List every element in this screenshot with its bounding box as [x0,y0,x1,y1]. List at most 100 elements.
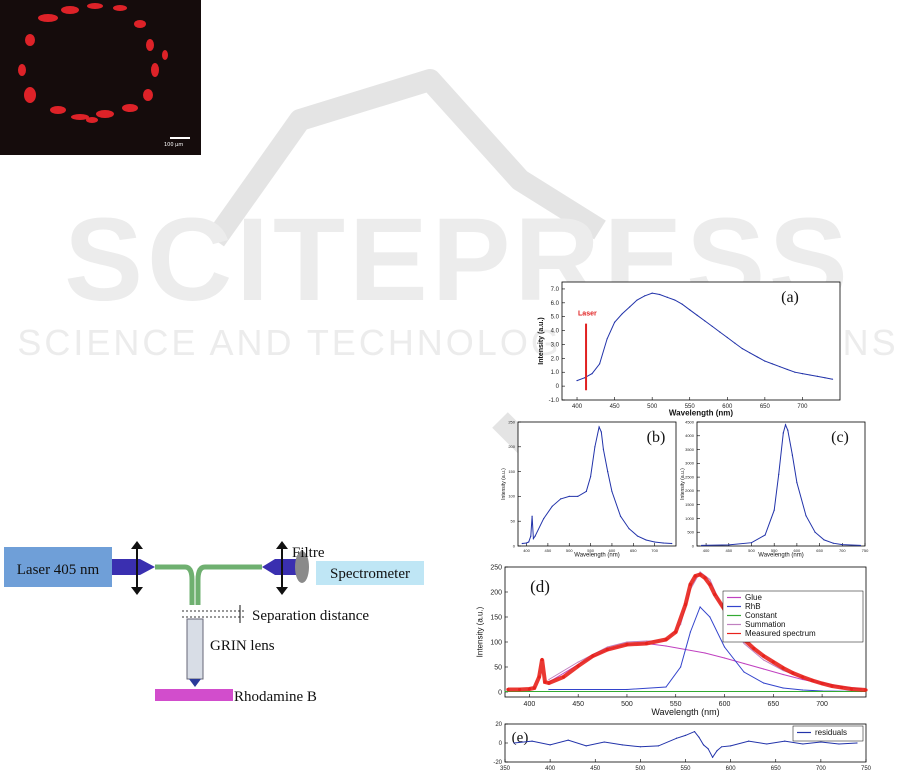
data-point [621,744,623,746]
data-point [849,687,853,691]
data-point [809,374,811,376]
data-point [711,756,714,758]
data-point [698,736,700,738]
chart-panel-1: 400 450 500 550 600 650 700 0 50 100 150 200 250 Wave… [501,419,677,558]
y-tick-label: 50 [511,519,516,524]
legend-label: Summation [745,620,785,629]
data-point [549,744,551,746]
y-tick-label: 3.0 [551,342,560,348]
x-tick-label: 650 [630,548,637,553]
data-point [791,671,795,675]
data-point [741,348,743,350]
x-tick-label: 700 [839,548,846,553]
plot-frame [696,421,866,547]
plot-frame [561,281,841,401]
data-point [779,366,781,368]
y-tick-label: 50 [494,664,502,671]
data-point [786,368,789,371]
x-tick-label: 500 [748,548,755,553]
data-point [534,535,536,537]
y-tick-label: 250 [508,419,515,424]
data-point [674,630,678,634]
data-point [662,542,664,544]
data-point [704,320,706,322]
x-tick-label: 600 [722,404,733,410]
laser-label: Laser 405 nm [17,562,100,578]
x-tick-label: 700 [797,404,808,410]
x-tick-label: 350 [500,766,511,772]
x-tick-label: 450 [725,548,732,553]
data-point [709,578,711,581]
legend-label: residuals [815,728,847,737]
data-point [684,734,687,737]
data-point [794,371,796,373]
y-tick-label: 6.0 [551,301,560,307]
y-axis-label: Intensity (a.u.) [476,606,485,657]
data-point [689,631,691,633]
data-point [713,592,717,597]
x-tick-label: 450 [545,548,552,553]
x-tick-label: 750 [862,548,869,553]
panel-label: (d) [530,577,550,596]
data-point [709,616,711,618]
data-point [688,582,692,587]
data-point [594,446,596,448]
legend-label: Measured spectrum [745,629,816,638]
series-line-rhb [548,606,862,692]
y-tick-label: 250 [490,564,502,571]
x-tick-label: 700 [651,548,658,553]
data-point [613,321,616,323]
data-point [771,363,773,365]
plot-frame [517,421,677,547]
scale-bar-label: 100 µm [164,142,184,148]
x-tick-label: 450 [590,766,601,772]
data-point [664,637,668,642]
data-point [750,542,753,544]
y-tick-label: -1.0 [549,398,560,404]
data-point [696,314,698,316]
data-point [841,544,843,546]
data-point [532,686,536,690]
data-point [801,373,804,375]
y-tick-label: -20 [493,760,502,766]
data-point [704,652,706,654]
y-axis-label: Intensity (a.u.) [680,468,686,500]
data-point [645,640,648,642]
x-tick-label: 500 [635,766,646,772]
data-point [764,534,766,536]
data-point [773,509,775,511]
legend-box [792,725,864,742]
data-point [576,664,580,668]
data-point [796,482,798,484]
panel-label: (c) [831,429,849,446]
data-point [589,475,592,478]
data-point [528,541,530,543]
data-point [606,338,608,340]
data-point [743,671,745,673]
x-tick-label: 400 [523,548,530,553]
x-tick-label: 600 [726,766,737,772]
data-point [766,743,768,745]
data-point [585,745,587,747]
data-point [693,731,696,733]
data-point [698,572,702,577]
x-axis-label: Wavelength (nm) [574,552,619,558]
data-point [625,642,629,647]
y-tick-label: 2500 [685,474,695,479]
x-tick-label: 750 [861,766,872,772]
grin-label: GRIN lens [210,638,275,654]
data-point [820,681,824,686]
data-point [577,495,579,497]
legend-label: Glue [745,593,762,602]
y-tick-label: 200 [490,589,502,596]
data-point [606,646,609,648]
data-point [651,292,653,294]
data-point [683,602,688,607]
data-point [784,424,787,426]
data-point [629,306,631,308]
y-tick-label: 20 [495,722,502,728]
data-point [824,377,826,379]
y-tick-label: 500 [687,530,694,535]
data-point [675,737,678,739]
